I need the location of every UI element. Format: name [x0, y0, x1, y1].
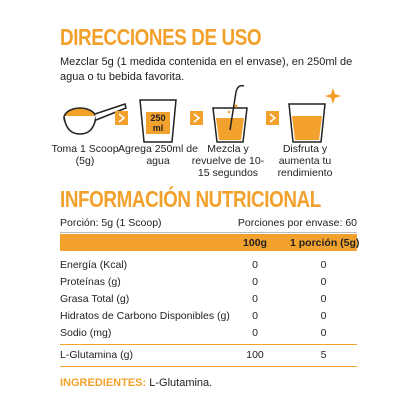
row-value: 0	[320, 310, 327, 322]
ingredients-label: INGREDIENTES:	[60, 377, 147, 389]
row-value: 0	[252, 276, 258, 288]
row-value: 0	[320, 259, 327, 271]
row-value: 0	[252, 293, 258, 305]
divider	[60, 344, 357, 345]
step-label: Agrega 250ml de agua	[118, 143, 198, 167]
ingredients-text: L-Glutamina.	[149, 377, 213, 389]
step-label: Mezcla y revuelve de 10-15 segundos	[191, 143, 265, 179]
row-label: Energía (Kcal)	[60, 259, 128, 271]
row-value: 0	[252, 259, 258, 271]
column-header: 1 porción (5g)	[290, 237, 360, 249]
arrow	[115, 111, 279, 125]
column-header: 100g	[243, 237, 267, 249]
row-value: 0	[320, 276, 327, 288]
row-label: Hidratos de Carbono Disponibles (g)	[60, 310, 230, 322]
serving-size: Porción: 5g (1 Scoop)	[60, 217, 162, 229]
section-title: DIRECCIONES DE USO	[60, 24, 262, 50]
row-label: Sodio (mg)	[60, 327, 112, 339]
row-value: 0	[252, 327, 258, 339]
scoop-icon	[63, 103, 127, 135]
servings-per-container: Porciones por envase: 60	[237, 217, 357, 229]
row-value: 100	[246, 349, 264, 361]
row-label: Grasa Total (g)	[60, 293, 130, 305]
instructions: Mezclar 5g (1 medida contenida en el env…	[60, 56, 353, 83]
row-label: Proteínas (g)	[60, 276, 121, 288]
step-label: Toma 1 Scoop (5g)	[51, 143, 119, 167]
divider	[60, 232, 357, 233]
ingredients: INGREDIENTES: L-Glutamina.	[60, 376, 212, 391]
row-label: L-Glutamina (g)	[60, 349, 133, 361]
row-value: 0	[252, 310, 258, 322]
row-value: 5	[320, 349, 327, 361]
divider	[60, 366, 357, 367]
table-header-bar	[60, 234, 357, 251]
glass-label: ml	[153, 123, 164, 133]
glass-icon	[139, 99, 177, 143]
glass-sparkle-icon	[288, 88, 341, 143]
step-label: Disfruta y aumenta tu rendimiento	[277, 143, 333, 179]
glass-spoon-icon	[212, 84, 248, 143]
section-title: INFORMACIÓN NUTRICIONAL	[60, 186, 321, 212]
glass-label: 250	[150, 113, 165, 123]
row-value: 0	[320, 293, 327, 305]
row-value: 0	[320, 327, 327, 339]
